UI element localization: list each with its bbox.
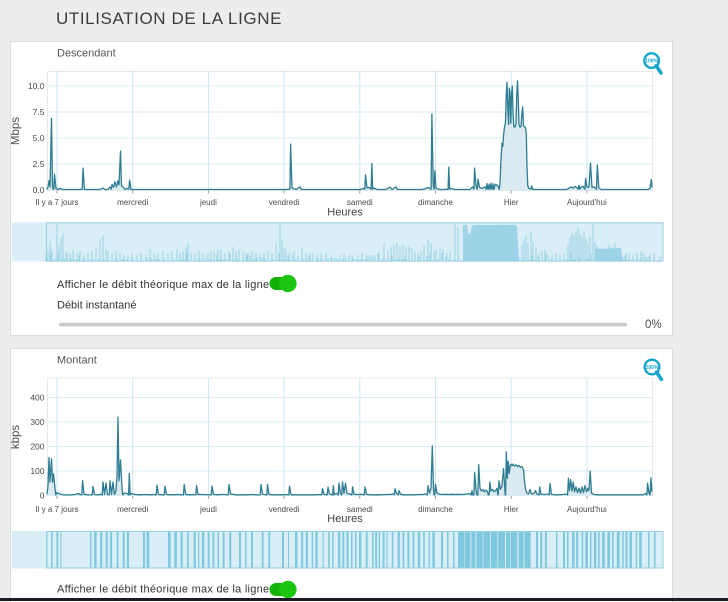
svg-text:Heures: Heures	[327, 207, 363, 219]
svg-text:mercredi: mercredi	[117, 198, 148, 207]
svg-text:7.5: 7.5	[33, 107, 45, 117]
svg-text:jeudi: jeudi	[199, 198, 217, 207]
svg-text:100: 100	[30, 466, 44, 476]
svg-text:dimanche: dimanche	[418, 505, 453, 514]
svg-text:samedi: samedi	[347, 198, 373, 207]
svg-text:0: 0	[40, 490, 45, 500]
svg-text:kbps: kbps	[11, 424, 22, 449]
svg-text:400: 400	[30, 392, 44, 402]
svg-text:100%: 100%	[646, 364, 659, 370]
svg-text:samedi: samedi	[347, 505, 373, 514]
svg-text:Descendant: Descendant	[57, 48, 116, 60]
svg-text:mercredi: mercredi	[117, 505, 148, 514]
svg-text:300: 300	[30, 417, 44, 427]
svg-text:Débit instantané: Débit instantané	[57, 300, 137, 312]
svg-text:200: 200	[30, 441, 44, 451]
svg-text:Mbps: Mbps	[11, 117, 22, 145]
svg-text:Heures: Heures	[327, 513, 363, 525]
svg-text:Hier: Hier	[504, 505, 519, 514]
svg-text:100%: 100%	[645, 58, 658, 64]
svg-text:Aujourd'hui: Aujourd'hui	[567, 198, 607, 207]
svg-text:dimanche: dimanche	[418, 198, 453, 207]
svg-text:Montant: Montant	[57, 354, 97, 366]
svg-text:0%: 0%	[645, 319, 662, 331]
svg-text:Il y a 7 jours: Il y a 7 jours	[35, 198, 78, 207]
svg-text:vendredi: vendredi	[269, 198, 300, 207]
svg-text:0.0: 0.0	[33, 185, 45, 195]
svg-text:Hier: Hier	[504, 198, 519, 207]
svg-text:jeudi: jeudi	[199, 505, 217, 514]
svg-text:2.5: 2.5	[33, 159, 45, 169]
svg-text:vendredi: vendredi	[269, 505, 300, 514]
svg-text:10.0: 10.0	[28, 81, 45, 91]
svg-text:Afficher le débit théorique ma: Afficher le débit théorique max de la li…	[57, 279, 269, 291]
svg-text:Il y a 7 jours: Il y a 7 jours	[35, 505, 78, 514]
svg-text:Afficher le débit théorique ma: Afficher le débit théorique max de la li…	[57, 583, 269, 595]
svg-text:Aujourd'hui: Aujourd'hui	[567, 505, 607, 514]
svg-text:5.0: 5.0	[33, 133, 45, 143]
